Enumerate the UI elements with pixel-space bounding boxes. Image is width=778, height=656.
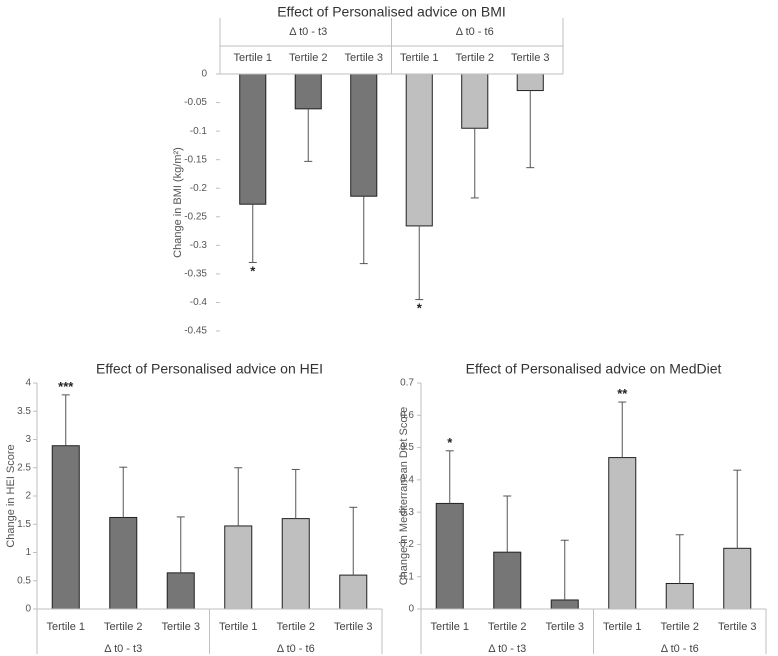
- y-tick-label: 0.2: [400, 539, 414, 550]
- group-label: Δ t0 - t6: [661, 643, 699, 655]
- significance-marker: *: [250, 263, 256, 278]
- y-tick-label: 0.7: [400, 378, 414, 389]
- bar: [493, 551, 522, 610]
- y-axis-title: Change in Mediterranean Diet Score: [398, 407, 410, 586]
- hei-chart: Effect of Personalised advice on HEI 0 0.5…: [5, 361, 383, 655]
- y-tick-label: -0.4: [190, 297, 208, 308]
- bar: [281, 518, 310, 610]
- bar: [166, 572, 195, 610]
- chart-title: Effect of Personalised advice on HEI: [96, 361, 323, 377]
- x-tick-label: Tertile 2: [660, 621, 699, 633]
- bar: [350, 73, 378, 197]
- x-tick-label: Tertile 1: [400, 52, 439, 64]
- group-label: Δ t0 - t3: [289, 26, 327, 38]
- y-tick-label: 0.3: [400, 507, 414, 518]
- y-tick-label: -0.3: [190, 240, 208, 251]
- x-tick-label: Tertile 1: [233, 52, 272, 64]
- y-tick-label: -0.25: [184, 211, 207, 222]
- x-tick-label: Tertile 2: [104, 621, 143, 633]
- y-tick-label: -0.45: [184, 326, 207, 337]
- x-tick-label: Tertile 3: [545, 621, 584, 633]
- y-axis-title: Change in HEI Score: [5, 444, 17, 547]
- group-label: Δ t0 - t6: [456, 26, 494, 38]
- bar: [51, 445, 80, 610]
- y-tick-label: 0: [408, 604, 414, 615]
- y-tick-label: -0.1: [190, 126, 208, 137]
- x-tick-label: Tertile 3: [161, 621, 200, 633]
- x-tick-label: Tertile 2: [289, 52, 328, 64]
- significance-marker: ***: [58, 379, 74, 394]
- y-tick-label: 0.1: [400, 571, 414, 582]
- x-tick-label: Tertile 3: [718, 621, 757, 633]
- bar: [294, 73, 322, 110]
- y-tick-label: -0.05: [184, 97, 207, 108]
- group-label: Δ t0 - t6: [277, 643, 315, 655]
- bar: [435, 502, 464, 610]
- bar: [665, 582, 694, 610]
- y-tick-label: -0.15: [184, 154, 207, 165]
- x-tick-label: Tertile 3: [511, 52, 550, 64]
- y-tick-label: 0.6: [400, 410, 414, 421]
- significance-marker: *: [417, 301, 423, 316]
- x-tick-label: Tertile 3: [344, 52, 383, 64]
- bar: [239, 73, 267, 205]
- bar: [109, 516, 138, 610]
- x-tick-label: Tertile 2: [488, 621, 527, 633]
- bar: [516, 73, 544, 92]
- significance-marker: *: [447, 435, 453, 450]
- x-tick-label: Tertile 1: [46, 621, 85, 633]
- bar: [461, 73, 489, 129]
- x-tick-label: Tertile 2: [276, 621, 315, 633]
- bar: [723, 547, 752, 610]
- x-tick-label: Tertile 2: [455, 52, 494, 64]
- y-tick-label: 4: [25, 378, 31, 389]
- x-tick-label: Tertile 1: [430, 621, 469, 633]
- bmi-chart: Effect of Personalised advice on BMI 0 -0.…: [172, 4, 564, 337]
- bar: [224, 525, 253, 610]
- y-tick-label: 0: [25, 604, 31, 615]
- y-tick-label: -0.35: [184, 269, 207, 280]
- meddiet-chart: Effect of Personalised advice on MedDiet…: [398, 361, 767, 655]
- y-tick-label: 0.5: [400, 442, 414, 453]
- y-tick-label: 0.5: [17, 575, 31, 586]
- bar: [608, 457, 637, 610]
- x-tick-label: Tertile 1: [219, 621, 258, 633]
- y-tick-label: 0.4: [400, 474, 414, 485]
- y-tick-label: 1: [25, 547, 31, 558]
- y-tick-label: 2: [25, 491, 31, 502]
- x-tick-label: Tertile 1: [603, 621, 642, 633]
- x-tick-label: Tertile 3: [334, 621, 373, 633]
- y-tick-label: 2.5: [17, 462, 31, 473]
- y-tick-label: 1.5: [17, 519, 31, 530]
- chart-title: Effect of Personalised advice on MedDiet: [466, 361, 722, 377]
- chart-title: Effect of Personalised advice on BMI: [277, 4, 506, 20]
- significance-marker: **: [617, 386, 628, 401]
- group-label: Δ t0 - t3: [488, 643, 526, 655]
- y-axis-title: Change in BMI (kg/m²): [172, 147, 184, 258]
- y-tick-label: 3.5: [17, 406, 31, 417]
- y-tick-label: 0: [201, 69, 207, 80]
- bar: [405, 73, 433, 227]
- bar: [550, 599, 579, 610]
- bar: [339, 574, 368, 610]
- group-label: Δ t0 - t3: [104, 643, 142, 655]
- y-tick-label: 3: [25, 434, 31, 445]
- y-tick-label: -0.2: [190, 183, 208, 194]
